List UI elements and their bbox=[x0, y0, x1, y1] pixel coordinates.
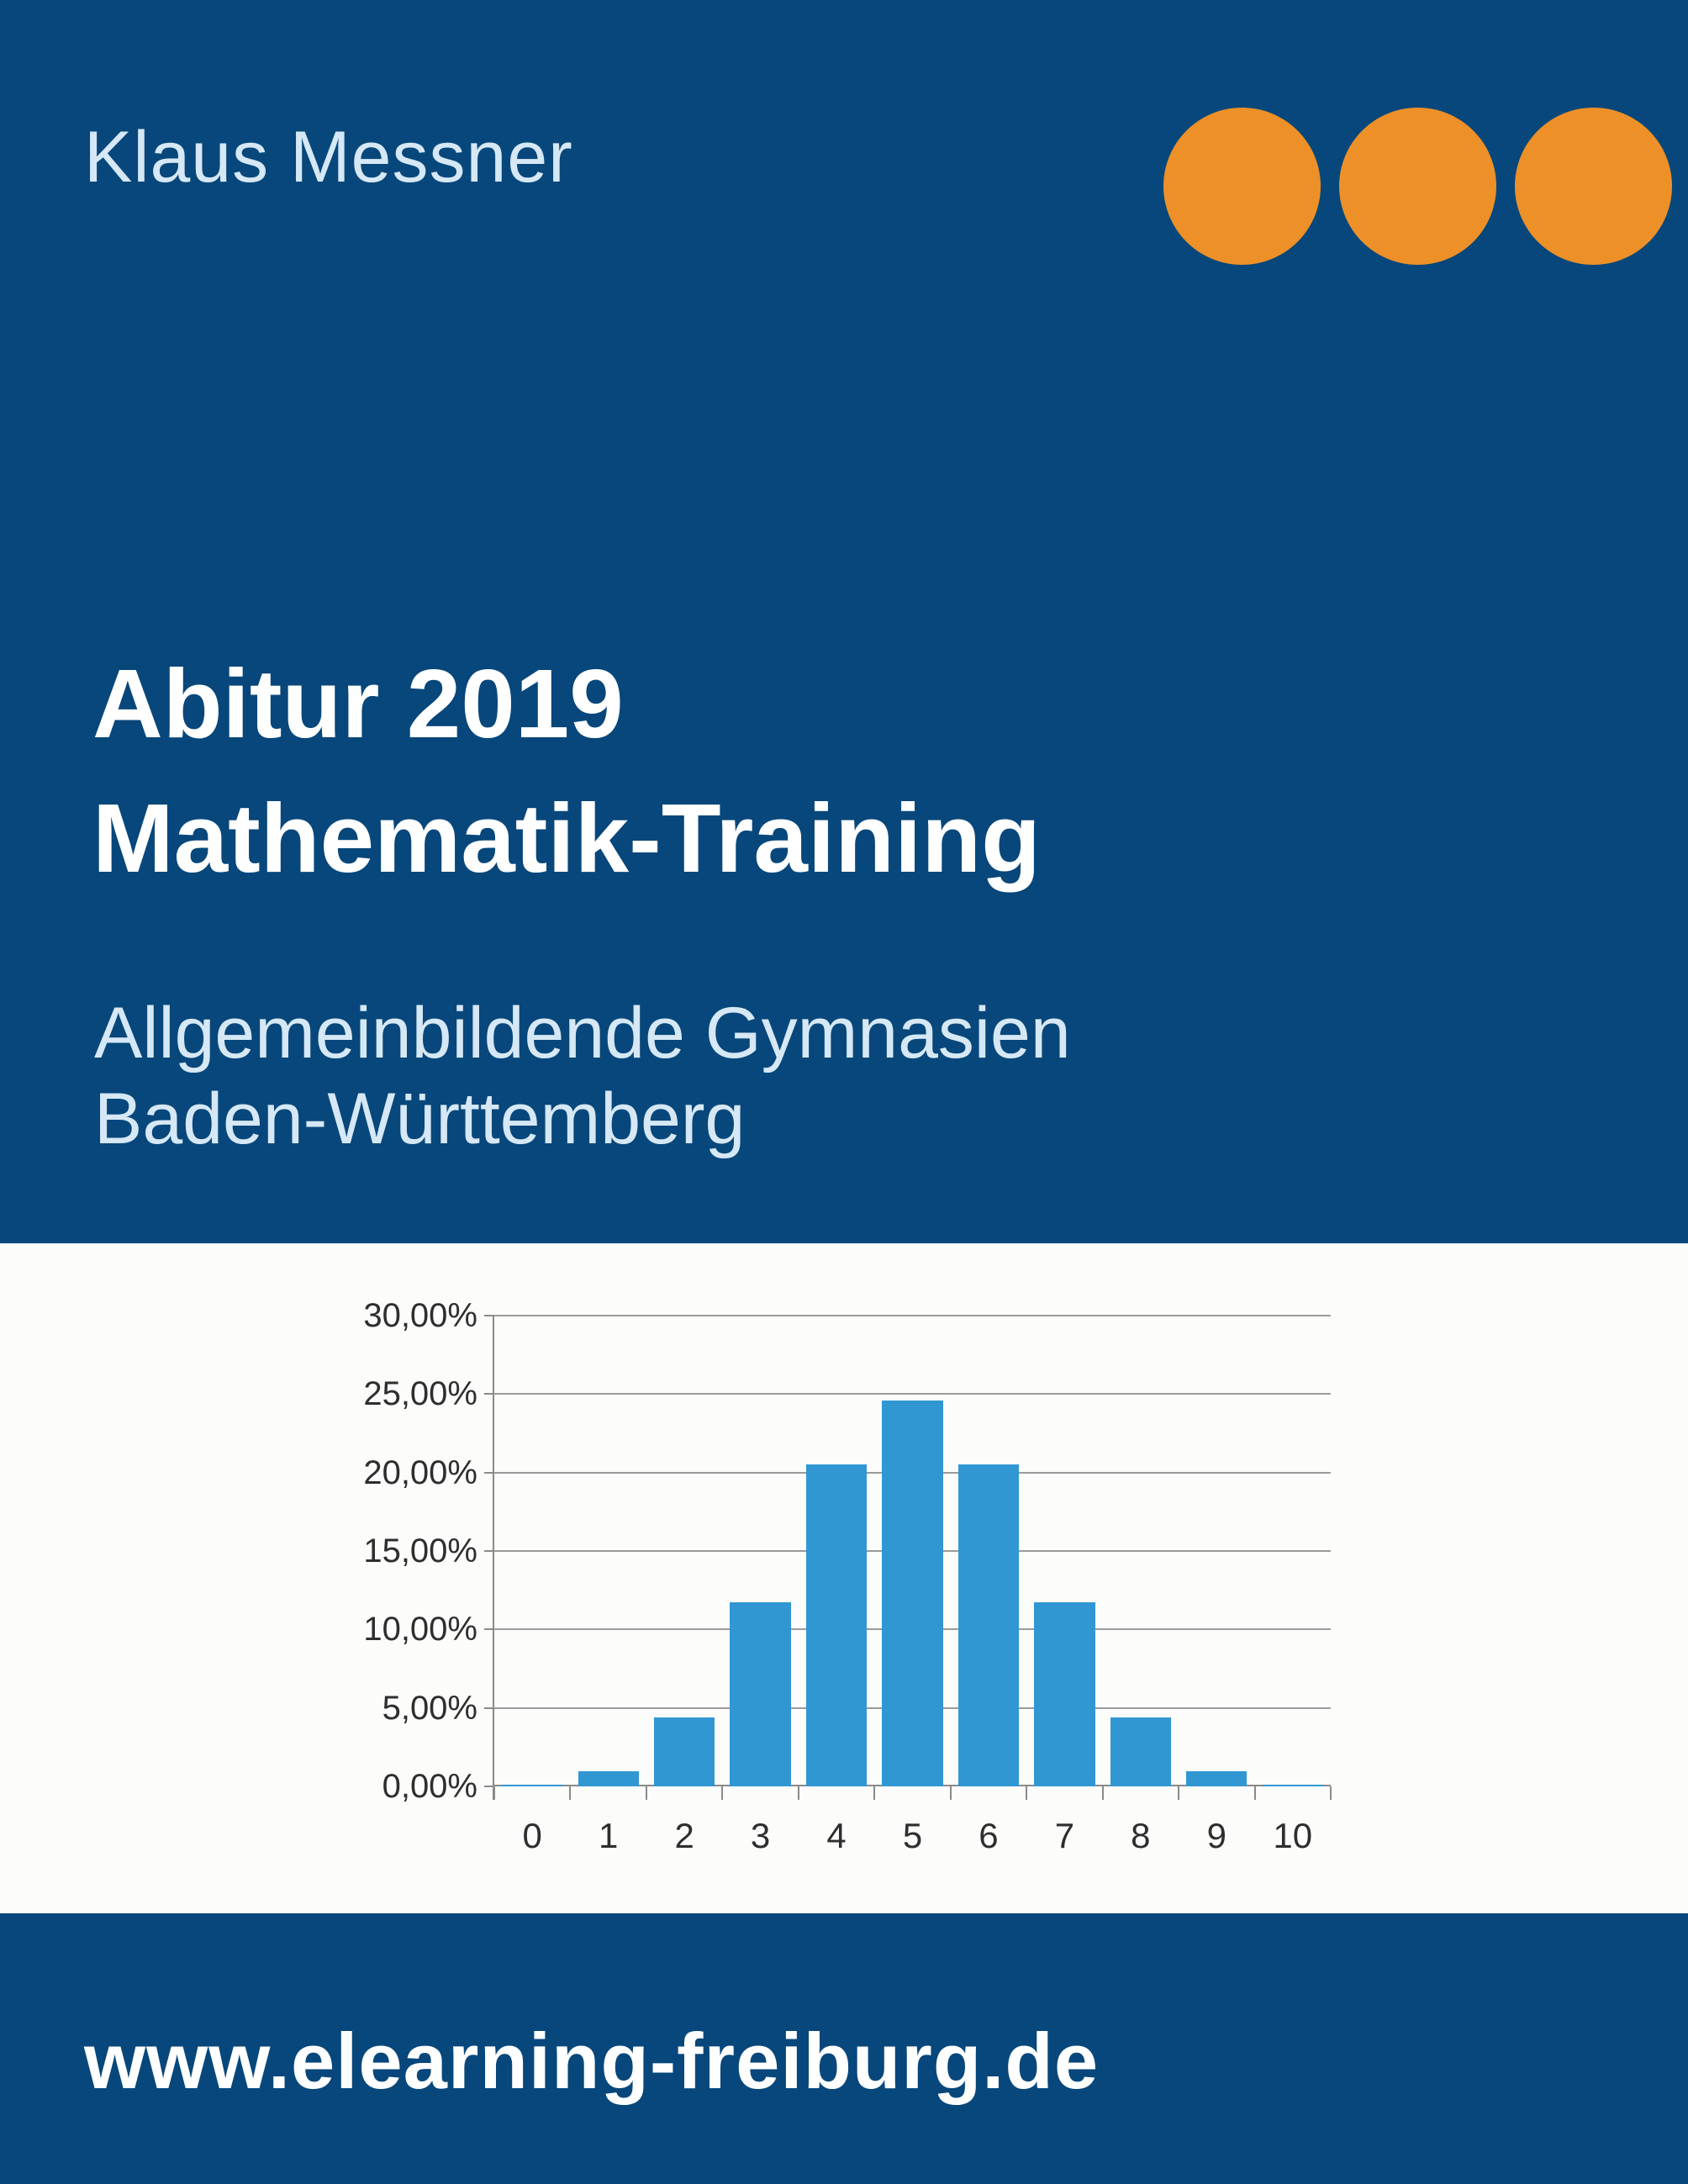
x-axis-label: 2 bbox=[674, 1816, 694, 1855]
y-axis-label: 30,00% bbox=[363, 1297, 477, 1334]
x-axis-tick bbox=[1178, 1786, 1180, 1800]
x-axis-label: 1 bbox=[598, 1816, 619, 1855]
author-name: Klaus Messner bbox=[84, 117, 573, 198]
x-axis-label: 8 bbox=[1131, 1816, 1151, 1855]
y-axis-tick bbox=[484, 1628, 494, 1631]
bar bbox=[578, 1770, 639, 1786]
y-axis-label: 5,00% bbox=[382, 1689, 477, 1727]
website-url: www.elearning-freiburg.de bbox=[84, 2017, 1100, 2105]
x-axis-label: 0 bbox=[522, 1816, 542, 1855]
y-axis-label: 25,00% bbox=[363, 1375, 477, 1413]
y-axis-tick bbox=[484, 1315, 494, 1316]
cover-top-section: Klaus Messner Abitur 2019 Mathematik-Trai… bbox=[84, 108, 1672, 1163]
y-axis-tick bbox=[484, 1786, 494, 1787]
x-axis-label: 10 bbox=[1273, 1816, 1313, 1855]
x-axis-tick bbox=[493, 1786, 495, 1800]
chart-panel: 0,00% 5,00% 10,00% 15,00% 20,00% 25,00% 30,00%… bbox=[0, 1243, 1688, 1913]
x-axis-tick bbox=[873, 1786, 876, 1800]
x-axis-tick bbox=[1253, 1786, 1256, 1800]
bar bbox=[653, 1717, 715, 1786]
x-axis-label: 9 bbox=[1206, 1816, 1226, 1855]
y-axis-label: 0,00% bbox=[382, 1768, 477, 1805]
bar bbox=[502, 1785, 563, 1786]
gridline bbox=[494, 1315, 1331, 1316]
bar bbox=[882, 1400, 943, 1786]
y-axis-tick bbox=[484, 1550, 494, 1552]
subtitle-line-2: Baden-Württemberg bbox=[94, 1079, 746, 1160]
x-axis-tick bbox=[645, 1786, 647, 1800]
bar bbox=[1110, 1717, 1172, 1786]
title-line-2: Mathematik-Training bbox=[92, 783, 1041, 894]
bar-chart-plot-area bbox=[494, 1315, 1331, 1786]
y-axis-label: 15,00% bbox=[363, 1532, 477, 1569]
x-axis-tick bbox=[949, 1786, 952, 1800]
logo-dot-icon bbox=[1163, 108, 1321, 265]
logo-dot-icon bbox=[1515, 108, 1672, 265]
logo-dot-icon bbox=[1339, 108, 1496, 265]
bar bbox=[1262, 1785, 1323, 1786]
y-axis-tick bbox=[484, 1393, 494, 1395]
x-axis-tick bbox=[721, 1786, 724, 1800]
x-axis-tick bbox=[797, 1786, 799, 1800]
gridline bbox=[494, 1393, 1331, 1395]
book-subtitle: Allgemeinbildende Gymnasien Baden-Württem… bbox=[94, 990, 1071, 1163]
x-axis-label: 3 bbox=[750, 1816, 771, 1855]
subtitle-line-1: Allgemeinbildende Gymnasien bbox=[94, 993, 1071, 1074]
y-axis-label: 20,00% bbox=[363, 1453, 477, 1491]
y-axis-label: 10,00% bbox=[363, 1611, 477, 1649]
x-axis-label: 6 bbox=[979, 1816, 999, 1855]
bar bbox=[957, 1464, 1020, 1786]
x-axis-tick bbox=[1330, 1786, 1332, 1800]
x-axis-label: 7 bbox=[1054, 1816, 1075, 1855]
book-title: Abitur 2019 Mathematik-Training bbox=[92, 636, 1041, 905]
cover-bottom-section bbox=[0, 1913, 1688, 2184]
y-axis-line bbox=[493, 1316, 494, 1800]
bar bbox=[805, 1464, 868, 1786]
x-axis-tick bbox=[1101, 1786, 1104, 1800]
x-axis-label: 4 bbox=[826, 1816, 847, 1855]
x-axis-label: 5 bbox=[902, 1816, 923, 1855]
bar bbox=[1186, 1770, 1248, 1786]
bar bbox=[730, 1602, 791, 1786]
publisher-logo-dots bbox=[1163, 108, 1672, 265]
x-axis-tick bbox=[569, 1786, 572, 1800]
y-axis-tick bbox=[484, 1707, 494, 1709]
bar bbox=[1034, 1602, 1095, 1786]
y-axis-tick bbox=[484, 1471, 494, 1474]
title-line-1: Abitur 2019 bbox=[92, 649, 624, 758]
x-axis-tick bbox=[1026, 1786, 1028, 1800]
